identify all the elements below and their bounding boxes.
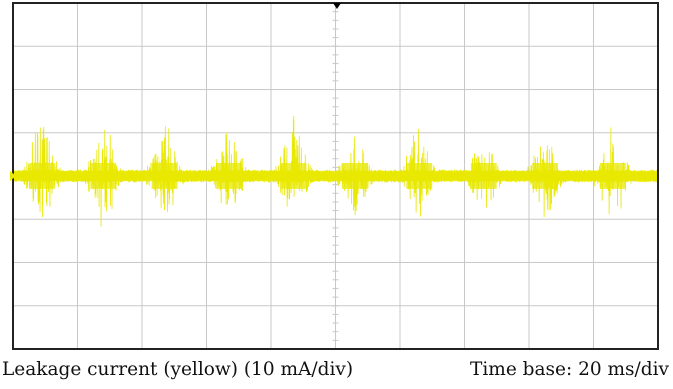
trigger-position-marker [333,3,341,9]
grid [12,2,659,350]
channel-scale-label: Leakage current (yellow) (10 mA/div) [2,359,354,380]
scope-plot [10,2,659,350]
oscilloscope-display [10,2,659,350]
caption: Leakage current (yellow) (10 mA/div) Tim… [0,352,673,389]
channel-level-marker [10,171,16,181]
trace-layer [12,115,659,227]
time-base-label: Time base: 20 ms/div [470,359,669,380]
baseline-noise-band [13,170,658,182]
